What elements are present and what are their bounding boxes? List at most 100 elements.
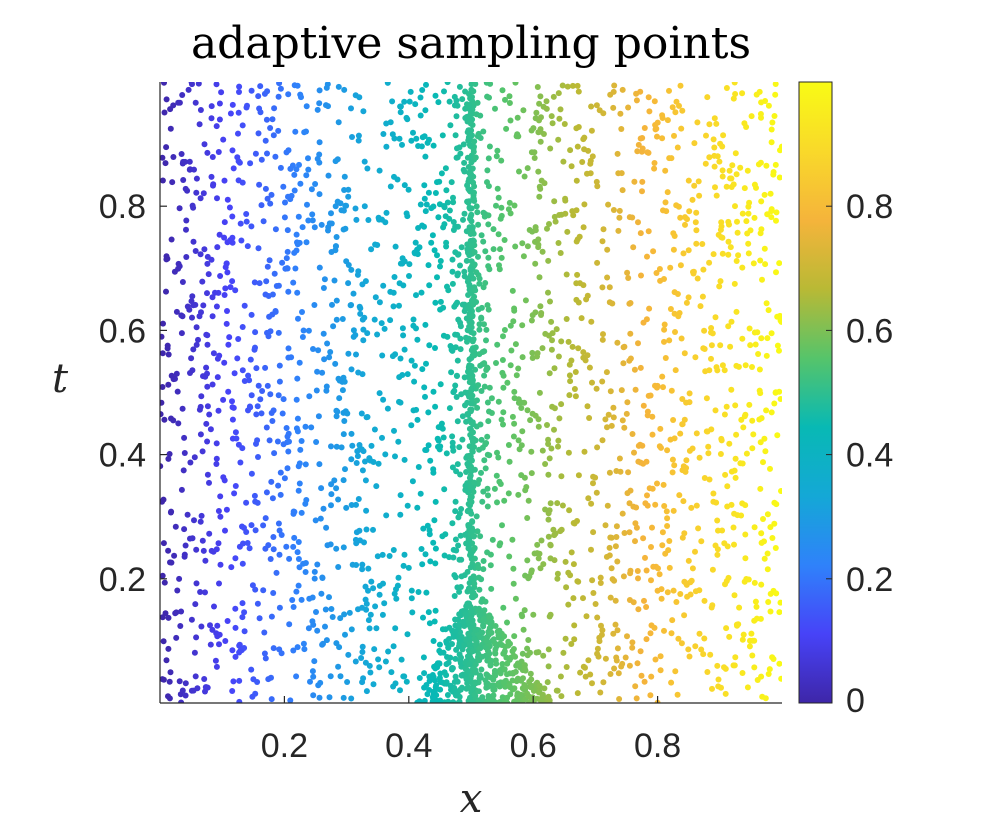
data-point: [539, 345, 546, 352]
data-point: [581, 146, 588, 153]
data-point: [397, 103, 404, 110]
data-point: [380, 282, 387, 289]
data-point: [501, 237, 508, 243]
data-point: [588, 127, 595, 134]
data-point: [181, 450, 188, 456]
data-point: [464, 154, 471, 161]
data-point: [593, 489, 600, 496]
data-point: [532, 309, 539, 316]
data-point: [657, 425, 664, 432]
data-point: [522, 683, 529, 690]
data-point: [774, 342, 781, 349]
data-point: [468, 271, 475, 278]
data-point: [598, 622, 604, 629]
data-point: [521, 173, 528, 180]
data-point: [661, 321, 668, 328]
data-point: [444, 82, 451, 86]
data-point: [675, 313, 682, 320]
data-point: [551, 405, 558, 412]
data-point: [764, 550, 771, 557]
data-point: [699, 293, 706, 300]
data-point: [719, 362, 726, 369]
data-point: [204, 403, 211, 410]
data-point: [739, 335, 746, 342]
data-point: [681, 350, 688, 357]
data-point: [638, 272, 644, 279]
data-point: [614, 150, 621, 157]
data-point: [674, 691, 681, 698]
data-point: [448, 369, 455, 376]
data-point: [457, 471, 464, 478]
data-point: [756, 366, 763, 373]
data-point: [323, 637, 330, 644]
data-point: [524, 515, 531, 521]
data-point: [763, 162, 770, 169]
data-point: [319, 574, 326, 581]
data-point: [676, 492, 683, 499]
data-point: [640, 535, 647, 542]
data-point: [193, 580, 200, 587]
data-point: [705, 450, 712, 457]
data-point: [355, 137, 362, 144]
data-point: [363, 507, 370, 514]
data-point: [295, 539, 302, 545]
data-point: [275, 520, 282, 527]
data-point: [465, 545, 472, 552]
data-point: [339, 387, 346, 394]
data-point: [277, 491, 284, 498]
data-point: [173, 634, 180, 641]
data-point: [589, 680, 595, 687]
data-point: [190, 346, 197, 353]
data-point: [554, 500, 561, 507]
data-point: [475, 253, 481, 260]
data-point: [750, 431, 757, 438]
data-point: [608, 565, 615, 572]
data-point: [548, 113, 555, 120]
data-point: [486, 143, 493, 150]
data-point: [399, 141, 405, 148]
data-point: [222, 285, 229, 292]
data-point: [457, 660, 464, 667]
data-point: [469, 448, 476, 454]
data-point: [696, 454, 703, 461]
data-point: [326, 220, 333, 227]
data-point: [432, 665, 439, 672]
data-point: [772, 91, 779, 98]
data-point: [466, 252, 473, 259]
data-point: [532, 260, 539, 267]
data-point: [698, 538, 705, 545]
data-point: [525, 637, 532, 643]
data-point: [236, 698, 243, 703]
data-point: [485, 155, 492, 162]
data-point: [316, 151, 323, 158]
data-point: [204, 332, 211, 339]
data-point: [432, 403, 439, 410]
data-point: [346, 609, 353, 616]
data-point: [760, 459, 766, 466]
data-point: [704, 94, 711, 101]
data-point: [767, 608, 774, 615]
data-point: [530, 611, 537, 618]
data-point: [326, 694, 333, 701]
data-point: [685, 294, 692, 301]
data-point: [334, 198, 341, 205]
data-point: [227, 284, 234, 291]
data-point: [224, 618, 231, 624]
data-point: [492, 641, 499, 648]
data-point: [406, 273, 412, 279]
data-point: [761, 555, 768, 562]
data-point: [700, 266, 707, 273]
data-point: [746, 643, 753, 650]
data-point: [364, 165, 371, 172]
data-point: [651, 165, 658, 172]
data-point: [254, 600, 261, 607]
data-point: [472, 82, 479, 87]
data-point: [454, 331, 461, 338]
data-point: [295, 213, 302, 220]
data-point: [551, 532, 558, 539]
data-point: [556, 115, 563, 122]
data-point: [316, 139, 323, 146]
data-point: [589, 379, 595, 386]
data-point: [630, 244, 637, 251]
data-point: [615, 670, 622, 677]
